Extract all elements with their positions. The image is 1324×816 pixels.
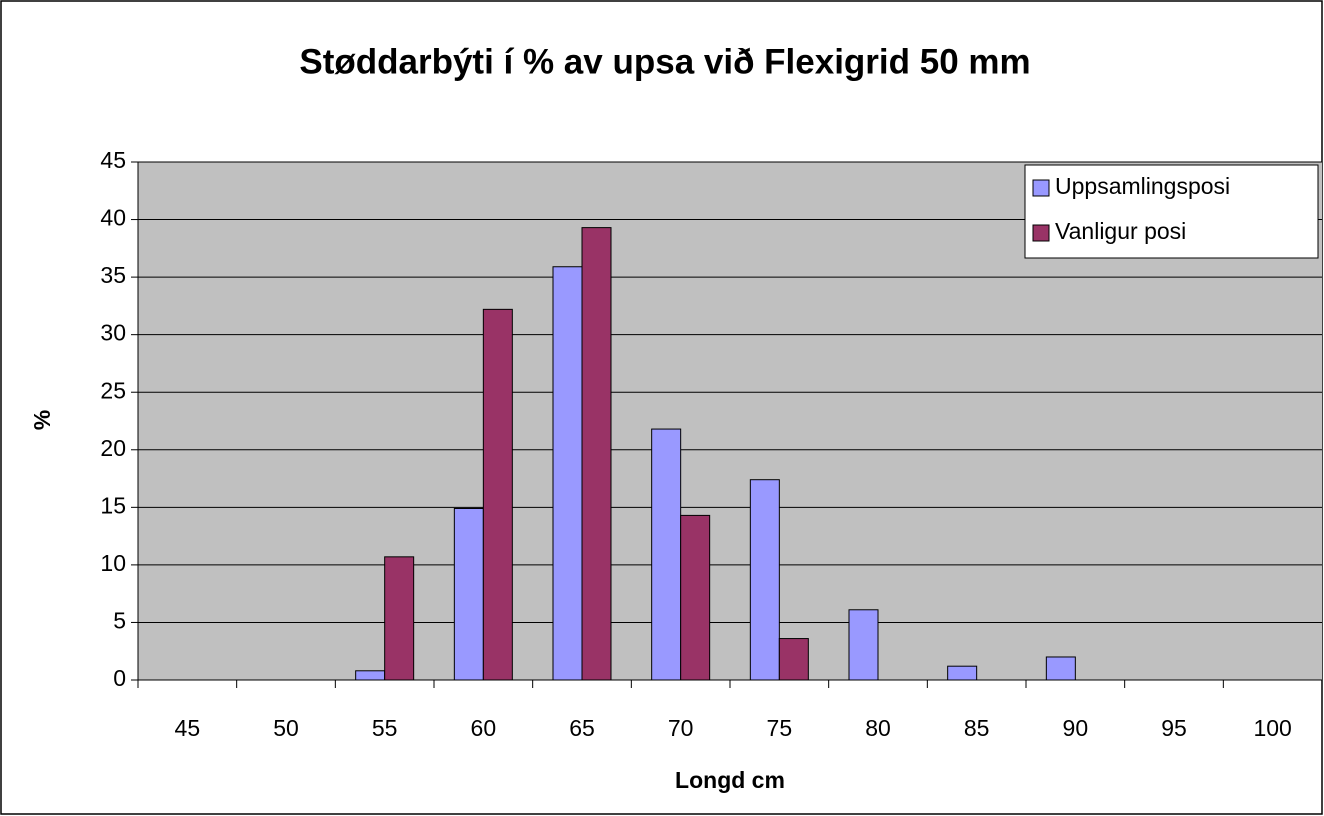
bar bbox=[355, 670, 386, 681]
legend-swatch bbox=[1032, 179, 1050, 197]
bar bbox=[384, 556, 415, 681]
x-axis-label: Longd cm bbox=[675, 767, 785, 793]
y-axis-label: % bbox=[29, 410, 55, 430]
y-tick-label: 35 bbox=[100, 262, 126, 288]
bar bbox=[749, 479, 780, 681]
x-tick-label: 100 bbox=[1253, 715, 1291, 741]
x-tick-label: 85 bbox=[964, 715, 990, 741]
bar bbox=[778, 638, 809, 681]
x-tick-label: 55 bbox=[372, 715, 398, 741]
bar bbox=[581, 227, 612, 681]
bar bbox=[848, 609, 879, 681]
x-tick-label: 80 bbox=[865, 715, 891, 741]
legend-box bbox=[1024, 164, 1319, 259]
y-tick-label: 15 bbox=[100, 492, 126, 518]
y-tick-label: 0 bbox=[113, 665, 126, 691]
y-tick-label: 30 bbox=[100, 320, 126, 346]
x-tick-label: 70 bbox=[668, 715, 694, 741]
y-tick-label: 10 bbox=[100, 550, 126, 576]
bar bbox=[947, 665, 978, 681]
x-tick-label: 60 bbox=[471, 715, 497, 741]
chart-title: Støddarbýti í % av upsa við Flexigrid 50… bbox=[299, 42, 1030, 81]
x-tick-label: 50 bbox=[273, 715, 299, 741]
bar bbox=[1045, 656, 1076, 681]
bar bbox=[680, 514, 711, 681]
bar bbox=[453, 507, 484, 681]
bar bbox=[552, 266, 583, 681]
legend-label: Vanligur posi bbox=[1055, 218, 1186, 244]
y-tick-label: 20 bbox=[100, 435, 126, 461]
x-tick-label: 65 bbox=[569, 715, 595, 741]
y-tick-label: 25 bbox=[100, 377, 126, 403]
legend-label: Uppsamlingsposi bbox=[1055, 173, 1230, 199]
bar bbox=[651, 428, 682, 681]
x-tick-label: 95 bbox=[1161, 715, 1187, 741]
x-tick-label: 45 bbox=[175, 715, 201, 741]
y-tick-label: 5 bbox=[113, 608, 126, 634]
y-tick-label: 40 bbox=[100, 205, 126, 231]
legend-swatch bbox=[1032, 224, 1050, 242]
y-tick-label: 45 bbox=[100, 147, 126, 173]
x-tick-label: 90 bbox=[1063, 715, 1089, 741]
x-tick-label: 75 bbox=[767, 715, 793, 741]
bar bbox=[482, 308, 513, 681]
